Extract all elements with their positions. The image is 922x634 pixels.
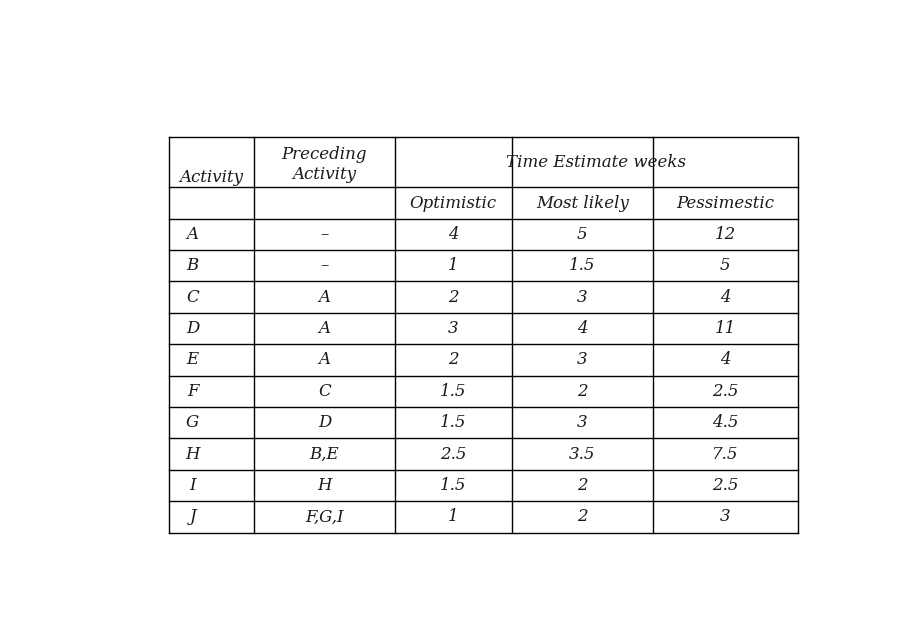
Text: 4: 4 xyxy=(720,351,730,368)
Text: C: C xyxy=(186,288,199,306)
Text: 1.5: 1.5 xyxy=(569,257,596,275)
Text: 2: 2 xyxy=(448,351,458,368)
Text: 4.5: 4.5 xyxy=(712,414,739,431)
Text: A: A xyxy=(186,226,198,243)
Text: 2.5: 2.5 xyxy=(712,383,739,400)
Text: Pessimestic: Pessimestic xyxy=(677,195,774,212)
Text: 4: 4 xyxy=(720,288,730,306)
Text: A: A xyxy=(318,320,330,337)
Text: Activity: Activity xyxy=(292,166,357,183)
Text: 11: 11 xyxy=(715,320,736,337)
Text: 2: 2 xyxy=(577,508,587,526)
Text: 2.5: 2.5 xyxy=(712,477,739,494)
Text: 3.5: 3.5 xyxy=(569,446,596,463)
Text: H: H xyxy=(185,446,200,463)
Text: 1: 1 xyxy=(448,257,458,275)
Text: 1.5: 1.5 xyxy=(440,383,467,400)
Text: C: C xyxy=(318,383,331,400)
Text: D: D xyxy=(186,320,199,337)
Text: J: J xyxy=(189,508,195,526)
Text: 3: 3 xyxy=(720,508,730,526)
Text: G: G xyxy=(186,414,199,431)
Text: F,G,I: F,G,I xyxy=(305,508,344,526)
Text: 2: 2 xyxy=(577,383,587,400)
Text: 3: 3 xyxy=(577,351,587,368)
Text: F: F xyxy=(187,383,198,400)
Text: H: H xyxy=(317,477,332,494)
Text: B,E: B,E xyxy=(310,446,339,463)
Text: I: I xyxy=(189,477,195,494)
Text: 1.5: 1.5 xyxy=(440,414,467,431)
Text: 1.5: 1.5 xyxy=(440,477,467,494)
Text: D: D xyxy=(318,414,331,431)
Text: Preceding: Preceding xyxy=(282,146,367,163)
Text: 4: 4 xyxy=(448,226,458,243)
Text: 3: 3 xyxy=(448,320,458,337)
Text: Time Estimate weeks: Time Estimate weeks xyxy=(506,153,686,171)
Text: Most likely: Most likely xyxy=(536,195,629,212)
Text: A: A xyxy=(318,288,330,306)
Text: –: – xyxy=(320,257,328,275)
Text: 2: 2 xyxy=(448,288,458,306)
Text: 5: 5 xyxy=(577,226,587,243)
Text: 7.5: 7.5 xyxy=(712,446,739,463)
Text: A: A xyxy=(318,351,330,368)
Text: 12: 12 xyxy=(715,226,736,243)
Text: E: E xyxy=(186,351,198,368)
Text: 2.5: 2.5 xyxy=(440,446,467,463)
Text: Activity: Activity xyxy=(179,169,243,186)
Text: 5: 5 xyxy=(720,257,730,275)
Text: 3: 3 xyxy=(577,414,587,431)
Text: –: – xyxy=(320,226,328,243)
Text: Optimistic: Optimistic xyxy=(409,195,497,212)
Text: 3: 3 xyxy=(577,288,587,306)
Text: 2: 2 xyxy=(577,477,587,494)
Text: 4: 4 xyxy=(577,320,587,337)
Text: B: B xyxy=(186,257,199,275)
Text: 1: 1 xyxy=(448,508,458,526)
